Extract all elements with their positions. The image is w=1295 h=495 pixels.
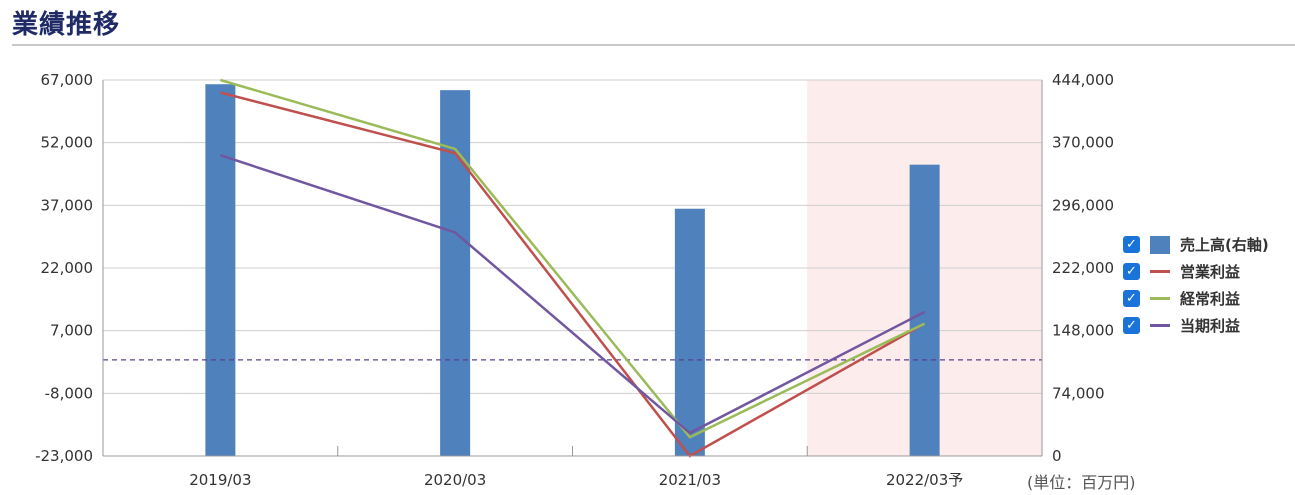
legend-label: 売上高(右軸): [1180, 236, 1269, 254]
checkbox-icon[interactable]: ✓: [1123, 290, 1140, 307]
legend-swatch: [1150, 297, 1170, 300]
legend-label: 経常利益: [1180, 290, 1241, 308]
title-divider: [12, 44, 1295, 46]
left-axis-tick-label: 22,000: [41, 259, 94, 277]
x-axis-tick-label: 2019/03: [189, 471, 251, 489]
right-axis-tick-label: 296,000: [1052, 196, 1114, 214]
left-axis-tick-label: 37,000: [41, 196, 94, 214]
left-axis-tick-label: 67,000: [41, 71, 94, 89]
legend-item-sales[interactable]: ✓ 売上高(右軸): [1123, 231, 1269, 258]
x-axis-tick-label: 2020/03: [424, 471, 486, 489]
x-axis-tick-label: 2022/03予: [886, 471, 963, 489]
bar: [909, 164, 940, 456]
left-axis-tick-label: 7,000: [50, 322, 93, 340]
legend-swatch: [1150, 324, 1170, 327]
unit-label: (単位：百万円): [1027, 473, 1136, 492]
bar: [674, 208, 705, 456]
legend-label: 当期利益: [1180, 317, 1241, 335]
legend-swatch: [1150, 270, 1170, 273]
x-axis-tick-label: 2021/03: [659, 471, 721, 489]
legend-item-net-profit[interactable]: ✓ 当期利益: [1123, 312, 1269, 339]
page-title: 業績推移: [12, 10, 121, 40]
bar: [205, 84, 236, 456]
left-axis-tick-label: -23,000: [35, 447, 93, 465]
right-axis-tick-label: 444,000: [1052, 71, 1114, 89]
checkbox-icon[interactable]: ✓: [1123, 236, 1140, 253]
left-axis-tick-label: -8,000: [45, 384, 93, 402]
left-axis-tick-label: 52,000: [41, 134, 94, 152]
checkbox-icon[interactable]: ✓: [1123, 263, 1140, 280]
right-axis-tick-label: 370,000: [1052, 134, 1114, 152]
right-axis-tick-label: 0: [1052, 447, 1062, 465]
legend-swatch: [1150, 235, 1170, 254]
legend-label: 営業利益: [1180, 263, 1241, 281]
series-line: [219, 154, 926, 435]
checkbox-icon[interactable]: ✓: [1123, 317, 1140, 334]
right-axis-tick-label: 74,000: [1052, 384, 1105, 402]
series-line: [220, 78, 926, 439]
series-line: [220, 91, 926, 458]
legend-item-operating-profit[interactable]: ✓ 営業利益: [1123, 258, 1269, 285]
chart-legend: ✓ 売上高(右軸) ✓ 営業利益 ✓ 経常利益 ✓ 当期利益: [1123, 231, 1269, 339]
legend-item-ordinary-profit[interactable]: ✓ 経常利益: [1123, 285, 1269, 312]
right-axis-tick-label: 148,000: [1052, 322, 1114, 340]
right-axis-tick-label: 222,000: [1052, 259, 1114, 277]
